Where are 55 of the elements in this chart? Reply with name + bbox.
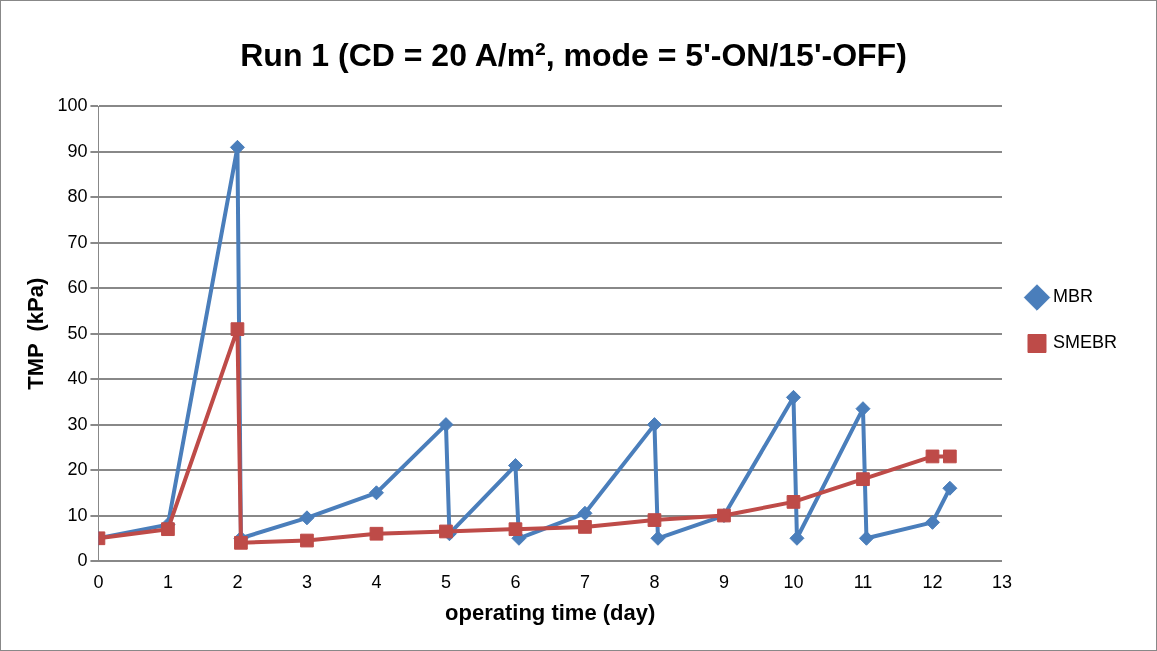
y-tick-label: 10 [67,504,88,525]
y-tick-label: 80 [67,186,88,207]
y-tick-label: 50 [67,322,88,343]
point [646,417,662,433]
point [650,530,666,546]
y-axis-title: TMP (kPa) [23,277,49,390]
point [943,449,957,464]
point [924,514,940,530]
point [647,513,662,527]
point [785,389,801,405]
point [578,520,592,534]
y-tick-label: 0 [77,549,88,570]
x-tick-label: 7 [579,571,590,592]
chart-title: Run 1 (CD = 20 A/m², mode = 5'-ON/15'-OFF) [240,37,907,74]
x-tick-label: 6 [510,571,521,592]
x-tick-label: 5 [440,571,451,592]
point [577,505,593,521]
x-tick-label: 10 [783,571,804,592]
point [508,522,523,537]
point [369,526,384,541]
y-tick-label: 40 [67,368,88,389]
x-tick-label: 2 [232,571,243,592]
point [229,139,245,155]
point [507,458,523,474]
x-tick-label: 13 [991,571,1012,592]
y-tick-label: 30 [67,413,88,434]
point [786,495,801,509]
y-tick-label: 70 [67,231,88,252]
point [368,485,384,501]
legend-label: MBR [1052,286,1093,307]
x-tick-label: 8 [649,571,660,592]
point [230,322,245,337]
x-tick-label: 9 [718,571,729,592]
point [942,480,958,496]
x-tick-label: 0 [93,571,104,592]
y-tick-label: 20 [67,459,88,480]
point [439,524,453,539]
point [925,449,940,464]
point [300,533,314,548]
point [858,530,874,546]
y-tick-label: 90 [67,140,88,161]
x-tick-label: 1 [162,571,173,592]
point [234,535,248,550]
x-tick-label: 3 [301,571,312,592]
point [299,510,315,526]
x-tick-label: 11 [853,571,873,592]
legend-label: SMEBR [1052,332,1117,353]
x-axis-title: operating time (day) [445,599,656,625]
y-tick-label: 100 [57,95,88,116]
y-tick-label: 60 [67,277,88,298]
x-tick-label: 4 [371,571,382,592]
point [161,522,175,537]
point [856,472,870,487]
x-tick-label: 12 [922,571,943,592]
point [438,417,454,433]
